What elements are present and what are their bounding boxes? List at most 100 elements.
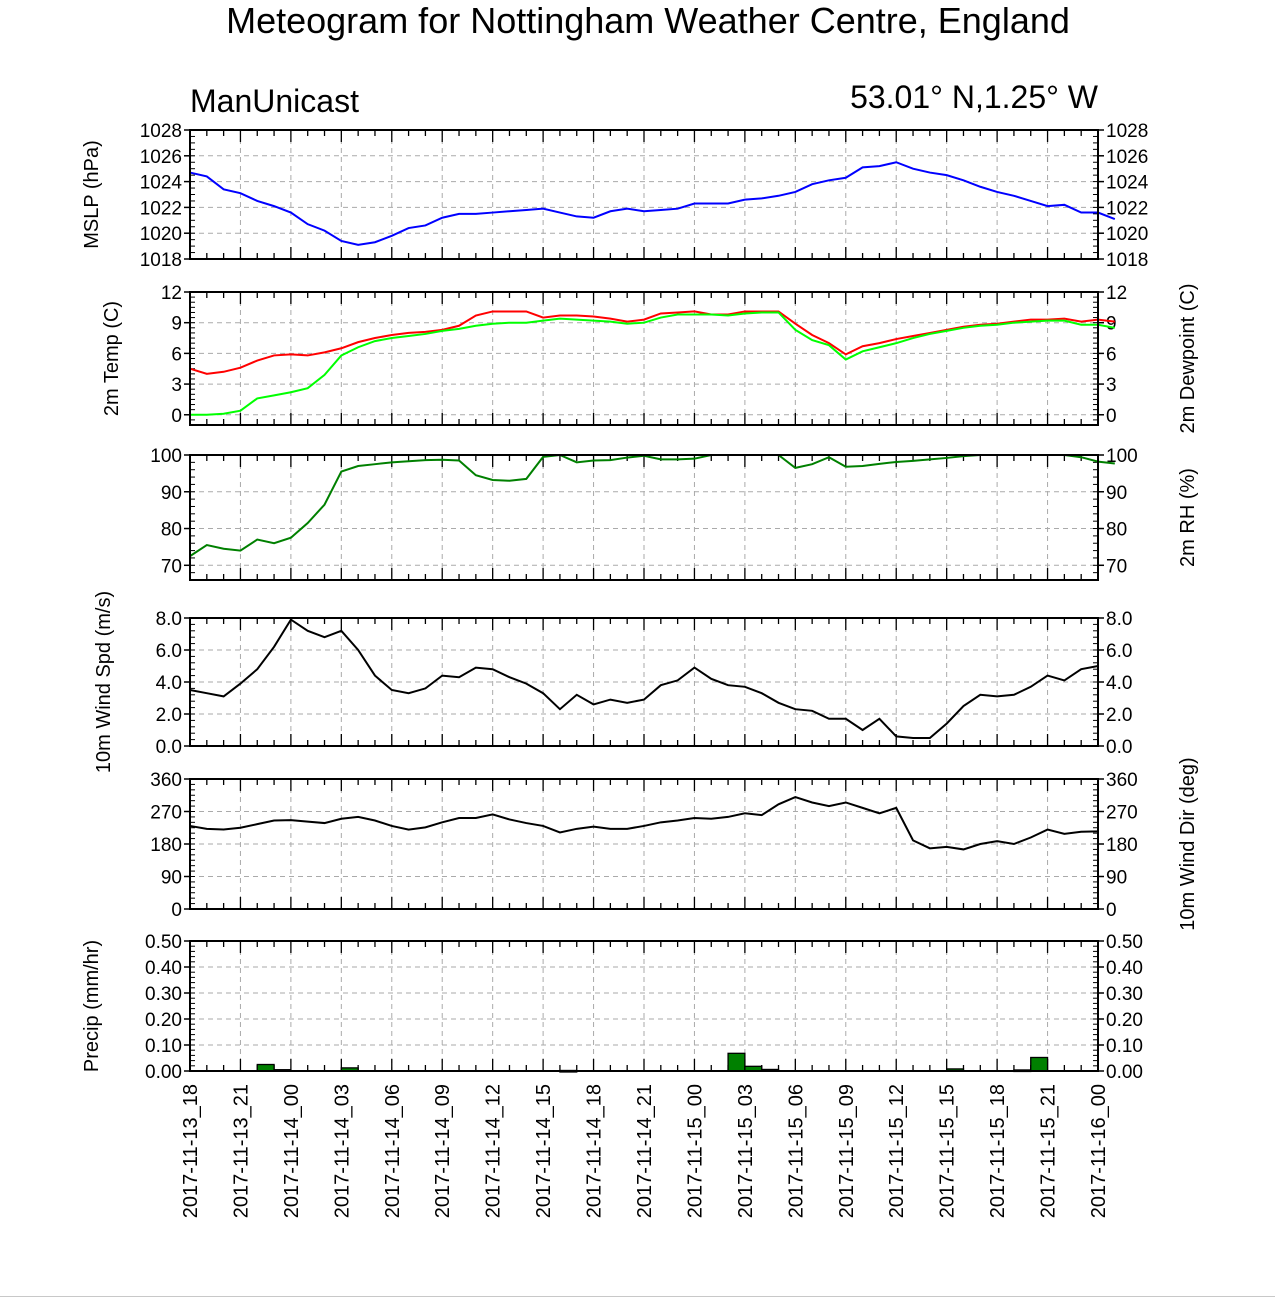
y-tick-label-left: 6.0 (156, 641, 182, 662)
y-axis-title-left: 2m Temp (C) (101, 301, 123, 416)
y-tick-label-right: 180 (1106, 835, 1138, 856)
mslp-line (189, 161, 1116, 246)
y-tick-label-left: 90 (161, 868, 182, 889)
y-tick-label-right: 70 (1106, 556, 1127, 577)
y-tick-label-right: 0.30 (1106, 984, 1143, 1005)
y-tick-label-left: 360 (150, 770, 182, 791)
y-tick-label-right: 0.50 (1106, 932, 1143, 953)
y-tick-label-left: 270 (150, 803, 182, 824)
y-tick-label-right: 360 (1106, 770, 1138, 791)
panel-frame (189, 617, 1099, 747)
y-tick-label-left: 1028 (140, 121, 182, 142)
precip-panel: 0.00 0.00 0.10 0.10 0.20 0.20 0.30 0.30 0.40 0.40… (81, 932, 1143, 1218)
x-tick-label: 2017-11-15_00 (684, 1084, 706, 1218)
y-tick-label-left: 1026 (140, 147, 182, 168)
y-tick-label-left: 1020 (140, 224, 182, 245)
y-axis-title-left: Precip (mm/hr) (81, 940, 103, 1072)
y-tick-label-right: 90 (1106, 868, 1127, 889)
y-tick-label-right: 270 (1106, 803, 1138, 824)
panel-frame (189, 291, 1099, 426)
y-tick-label-left: 90 (161, 483, 182, 504)
bottom-divider (0, 1296, 1275, 1297)
y-tick-label-left: 4.0 (156, 673, 182, 694)
x-tick-label: 2017-11-14_09 (432, 1084, 454, 1218)
y-tick-label-left: 12 (161, 283, 182, 304)
y-axis-title-right: 2m Dewpoint (C) (1177, 283, 1199, 433)
y-tick-label-left: 6 (171, 344, 182, 365)
y-tick-label-left: 100 (150, 446, 182, 467)
x-tick-label: 2017-11-13_21 (230, 1084, 252, 1218)
x-tick-label: 2017-11-14_21 (634, 1084, 656, 1218)
y-tick-label-left: 1022 (140, 198, 182, 219)
y-tick-label-left: 80 (161, 520, 182, 541)
y-tick-label-right: 100 (1106, 446, 1138, 467)
y-tick-label-right: 6 (1106, 344, 1117, 365)
y-tick-label-left: 1018 (140, 250, 182, 271)
panel-frame (189, 778, 1099, 910)
y-tick-label-right: 0 (1106, 900, 1117, 921)
y-tick-label-left: 0.40 (145, 958, 182, 979)
y-axis-title-left: MSLP (hPa) (81, 140, 103, 249)
y-tick-label-right: 0.00 (1106, 1062, 1143, 1083)
x-tick-label: 2017-11-15_09 (836, 1084, 858, 1218)
y-tick-label-right: 2.0 (1106, 705, 1132, 726)
wind-dir-panel: 0 0 90 90 180 180 270 270 360 360 10m Wind Dir (de… (150, 757, 1199, 930)
y-tick-label-right: 1028 (1106, 121, 1148, 142)
y-tick-label-left: 70 (161, 556, 182, 577)
panel-frame (189, 940, 1099, 1072)
y-tick-label-left: 3 (171, 375, 182, 396)
y-tick-label-right: 12 (1106, 283, 1127, 304)
mslp-panel: 1018 1018 1020 1020 1022 1022 1024 1024 1026 1026… (81, 121, 1149, 271)
panel-frame (189, 454, 1099, 581)
y-tick-label-right: 80 (1106, 520, 1127, 541)
temperature-line (189, 310, 1115, 375)
x-tick-label: 2017-11-15_21 (1038, 1084, 1060, 1218)
panel-frame (189, 129, 1099, 260)
y-axis-title-right: 10m Wind Dir (deg) (1177, 757, 1199, 930)
location-label: 53.01° N,1.25° W (850, 79, 1099, 115)
x-tick-label: 2017-11-14_15 (533, 1084, 555, 1218)
x-tick-label: 2017-11-16_00 (1088, 1084, 1110, 1218)
wind-speed-line (189, 618, 1099, 739)
y-tick-label-left: 8.0 (156, 609, 182, 630)
y-tick-label-left: 0.30 (145, 984, 182, 1005)
y-tick-label-left: 1024 (140, 173, 183, 194)
y-tick-label-left: 180 (150, 835, 182, 856)
wind-dir-line (189, 795, 1099, 851)
y-tick-label-left: 0.20 (145, 1010, 182, 1031)
y-tick-label-right: 0.20 (1106, 1010, 1143, 1031)
x-tick-label: 2017-11-13_18 (180, 1084, 202, 1218)
rh-line (189, 453, 1115, 557)
y-axis-title-left: 10m Wind Spd (m/s) (93, 591, 115, 773)
y-tick-label-right: 6.0 (1106, 641, 1132, 662)
chart-title: Meteogram for Nottingham Weather Centre,… (226, 0, 1070, 41)
y-tick-label-right: 0.10 (1106, 1036, 1143, 1057)
precip-bar (727, 1052, 746, 1072)
y-tick-label-right: 1026 (1106, 147, 1148, 168)
y-tick-label-right: 0.0 (1106, 737, 1132, 758)
x-tick-label: 2017-11-14_06 (382, 1084, 404, 1218)
y-tick-label-left: 0 (171, 406, 182, 427)
x-tick-label: 2017-11-15_18 (987, 1084, 1009, 1218)
x-tick-label: 2017-11-14_12 (483, 1084, 505, 1218)
y-tick-label-left: 0.0 (156, 737, 182, 758)
y-tick-label-right: 1024 (1106, 173, 1149, 194)
x-tick-label: 2017-11-14_18 (584, 1084, 606, 1218)
x-tick-label: 2017-11-15_06 (785, 1084, 807, 1218)
y-tick-label-left: 0 (171, 900, 182, 921)
dewpoint-line (190, 311, 1115, 416)
y-tick-label-left: 9 (171, 314, 182, 335)
y-tick-label-right: 0.40 (1106, 958, 1143, 979)
x-tick-label: 2017-11-15_03 (735, 1084, 757, 1218)
y-tick-label-left: 2.0 (156, 705, 182, 726)
y-tick-label-right: 0 (1106, 406, 1117, 427)
rh-panel: 70 70 80 80 90 90 100 100 2m RH (%) (150, 446, 1199, 581)
precip-bar (1030, 1056, 1049, 1072)
y-tick-label-right: 1020 (1106, 224, 1148, 245)
temp-dewpoint-panel: 0 0 3 3 6 6 9 9 12 12 2m Temp (C) 2m Dewpoint (C) (101, 283, 1199, 434)
y-tick-label-right: 1022 (1106, 198, 1148, 219)
y-tick-label-right: 90 (1106, 483, 1127, 504)
y-tick-label-left: 0.50 (145, 932, 182, 953)
y-tick-label-left: 0.00 (145, 1062, 182, 1083)
